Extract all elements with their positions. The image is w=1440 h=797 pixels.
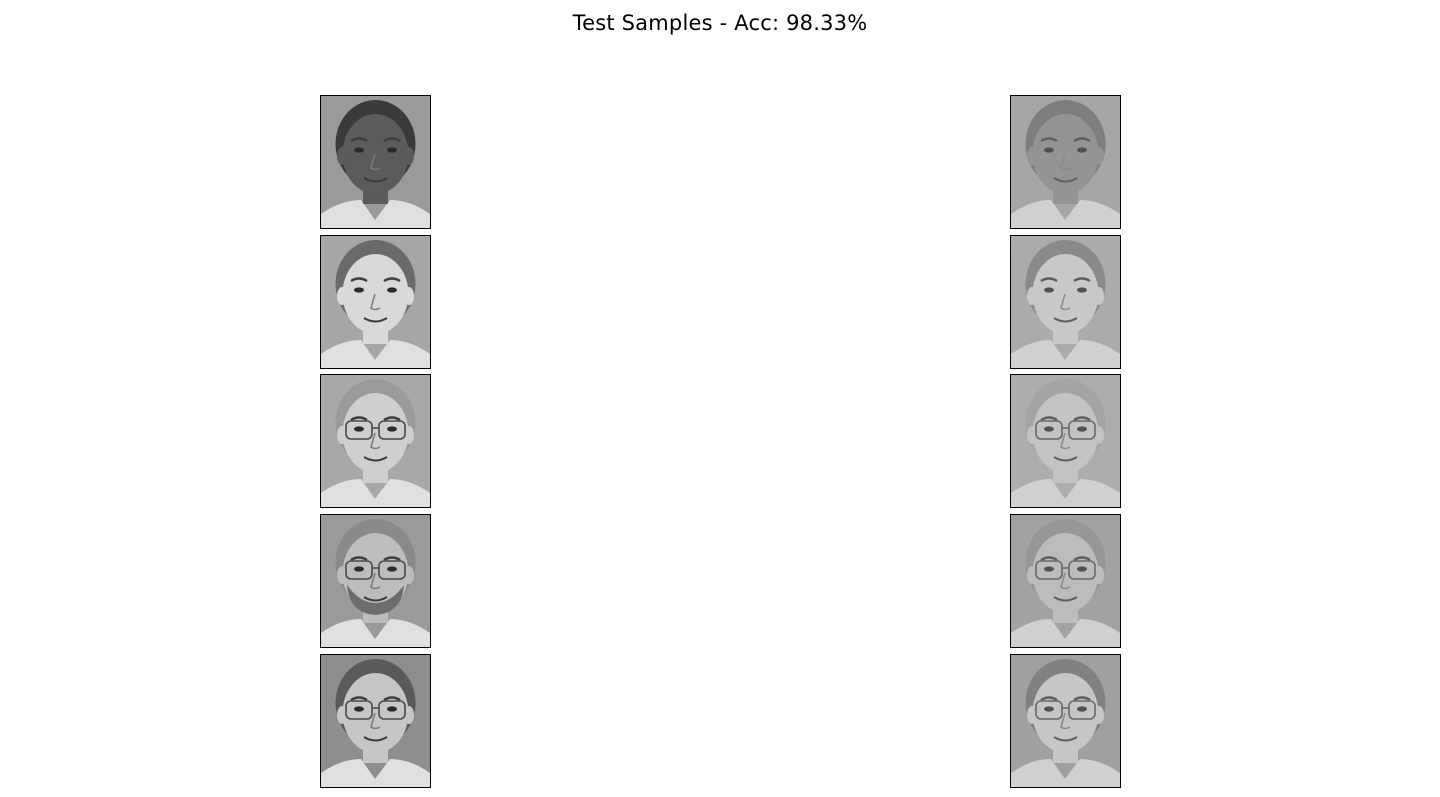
figure-title: Test Samples - Acc: 98.33% bbox=[572, 11, 868, 35]
reconstructed-glasses-face-icon bbox=[1011, 655, 1120, 787]
original-face-panel bbox=[320, 514, 431, 648]
reconstructed-face-panel bbox=[1010, 374, 1121, 508]
balding-man-glasses-face-icon bbox=[321, 375, 430, 507]
young-man-face-icon bbox=[321, 236, 430, 368]
dark-skin-man-face-icon bbox=[321, 96, 430, 228]
original-face-panel bbox=[320, 654, 431, 788]
reconstructed-face-panel bbox=[1010, 235, 1121, 369]
reconstructed-face-icon bbox=[1011, 96, 1120, 228]
man-glasses-face-icon bbox=[321, 655, 430, 787]
reconstructed-glasses-face-icon bbox=[1011, 515, 1120, 647]
reconstructed-face-panel bbox=[1010, 514, 1121, 648]
reconstructed-face-panel bbox=[1010, 95, 1121, 229]
original-face-panel bbox=[320, 235, 431, 369]
reconstructed-glasses-face-icon bbox=[1011, 375, 1120, 507]
original-face-panel bbox=[320, 95, 431, 229]
bearded-man-glasses-face-icon bbox=[321, 515, 430, 647]
reconstructed-face-icon bbox=[1011, 236, 1120, 368]
reconstructed-face-panel bbox=[1010, 654, 1121, 788]
original-face-panel bbox=[320, 374, 431, 508]
